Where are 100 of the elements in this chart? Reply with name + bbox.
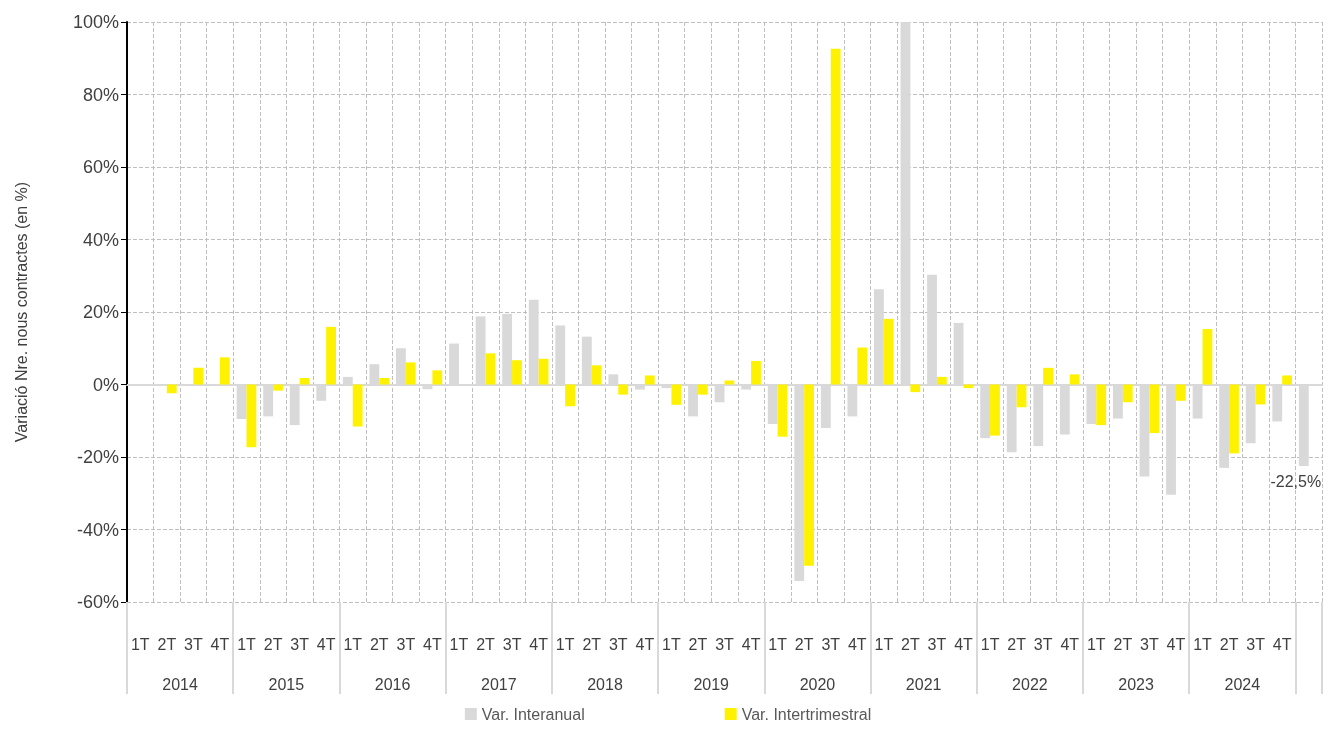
y-tick-label: -20% <box>76 447 119 467</box>
x-tick-label: 1T <box>555 635 575 653</box>
x-tick-label: 1T <box>662 635 681 653</box>
bar <box>1069 374 1080 385</box>
bar <box>697 384 708 395</box>
x-tick-label: 1T <box>768 635 788 653</box>
legend-label: Var. Intertrimestral <box>741 705 872 723</box>
text: 2024 <box>1224 675 1261 693</box>
bar <box>830 48 841 385</box>
bar <box>751 360 761 385</box>
x-tick-label: 1T <box>980 635 1000 653</box>
y-tick-label: -60% <box>76 592 119 612</box>
text: 2021 <box>905 675 942 693</box>
y-tick-label: 20% <box>82 302 119 322</box>
bar <box>512 360 522 385</box>
x-tick-label: 2T <box>476 635 496 653</box>
bar <box>990 384 1000 436</box>
bar <box>299 377 310 385</box>
bar <box>166 384 177 394</box>
text: 2019 <box>693 675 730 693</box>
text: 2020 <box>799 675 836 693</box>
bar <box>1175 384 1186 401</box>
x-tick-label: 1T <box>1086 635 1106 653</box>
bar <box>432 370 443 385</box>
bar <box>1202 329 1213 385</box>
x-tick-label: 3T <box>608 635 628 653</box>
y-tick-label: 40% <box>82 229 119 250</box>
bar <box>193 367 204 385</box>
text: 2015 <box>268 675 305 693</box>
x-tick-label: 3T <box>927 635 947 653</box>
bar <box>326 326 336 385</box>
y-tick-label: 60% <box>82 157 119 177</box>
legend-label: Var. Interanual <box>481 705 585 723</box>
x-tick-label: 4T <box>1166 635 1186 653</box>
x-tick-label: 3T <box>290 635 310 653</box>
y-axis-title: Variació Nre. nous contractes (en %) <box>12 181 30 443</box>
bar <box>273 384 283 391</box>
x-tick-label: 2T <box>582 635 602 653</box>
bar <box>671 384 682 405</box>
text: 2017 <box>480 675 517 693</box>
x-tick-label: 4T <box>529 635 549 653</box>
x-tick-label: 4T <box>635 635 655 653</box>
x-tick-label: 2T <box>688 635 708 653</box>
x-tick-label: 3T <box>821 635 841 653</box>
x-tick-label: 3T <box>1246 635 1266 653</box>
x-tick-label: 2T <box>1219 635 1239 653</box>
x-tick-label: 4T <box>210 635 230 653</box>
x-tick-label: 2T <box>1007 635 1027 653</box>
y-tick-label: -40% <box>76 519 119 540</box>
x-tick-label: 2T <box>157 635 177 653</box>
bar <box>485 353 496 385</box>
bar <box>1149 384 1160 434</box>
bar <box>883 318 894 385</box>
bar <box>910 384 921 393</box>
x-tick-label: 2T <box>794 635 814 653</box>
bar <box>565 384 575 407</box>
bar <box>1229 384 1239 454</box>
x-tick-label: 3T <box>184 635 203 653</box>
x-tick-label: 2T <box>263 635 283 653</box>
text: 2023 <box>1118 675 1155 693</box>
x-tick-label: 3T <box>502 635 522 653</box>
x-tick-label: 1T <box>130 635 150 653</box>
x-tick-label: 3T <box>1140 635 1159 653</box>
bar <box>246 384 257 448</box>
text: 2016 <box>374 675 411 693</box>
bar <box>936 376 947 385</box>
x-tick-label: 1T <box>1193 635 1213 653</box>
x-tick-label: 4T <box>741 635 761 653</box>
x-tick-label: 2T <box>369 635 389 653</box>
y-tick-label: 0% <box>92 374 119 395</box>
text: 2018 <box>587 675 623 693</box>
y-tick-label: 80% <box>82 84 119 105</box>
x-tick-label: 2T <box>901 635 920 653</box>
text: 2022 <box>1012 675 1048 693</box>
bar <box>1122 384 1133 403</box>
x-tick-label: 1T <box>874 635 894 653</box>
x-tick-label: 1T <box>449 635 469 653</box>
x-tick-label: 1T <box>237 635 257 653</box>
bar <box>644 375 655 385</box>
bar <box>1096 384 1107 426</box>
x-tick-label: 1T <box>343 635 363 653</box>
bar <box>804 384 814 566</box>
bar <box>538 358 549 385</box>
bar <box>777 384 788 437</box>
bar <box>1282 375 1292 385</box>
x-tick-label: 4T <box>423 635 442 653</box>
x-tick-label: 4T <box>1272 635 1292 653</box>
x-tick-label: 2T <box>1113 635 1133 653</box>
x-tick-label: 3T <box>1033 635 1053 653</box>
bar <box>352 384 363 427</box>
bar <box>405 362 416 385</box>
x-tick-label: 4T <box>316 635 336 653</box>
bar <box>724 380 735 385</box>
bar <box>219 357 230 385</box>
x-tick-label: 3T <box>396 635 416 653</box>
x-tick-label: 4T <box>954 635 974 653</box>
text: 2014 <box>162 675 199 693</box>
bar <box>618 384 629 395</box>
bar <box>857 347 868 385</box>
data-label: -22,5% <box>1270 472 1322 490</box>
